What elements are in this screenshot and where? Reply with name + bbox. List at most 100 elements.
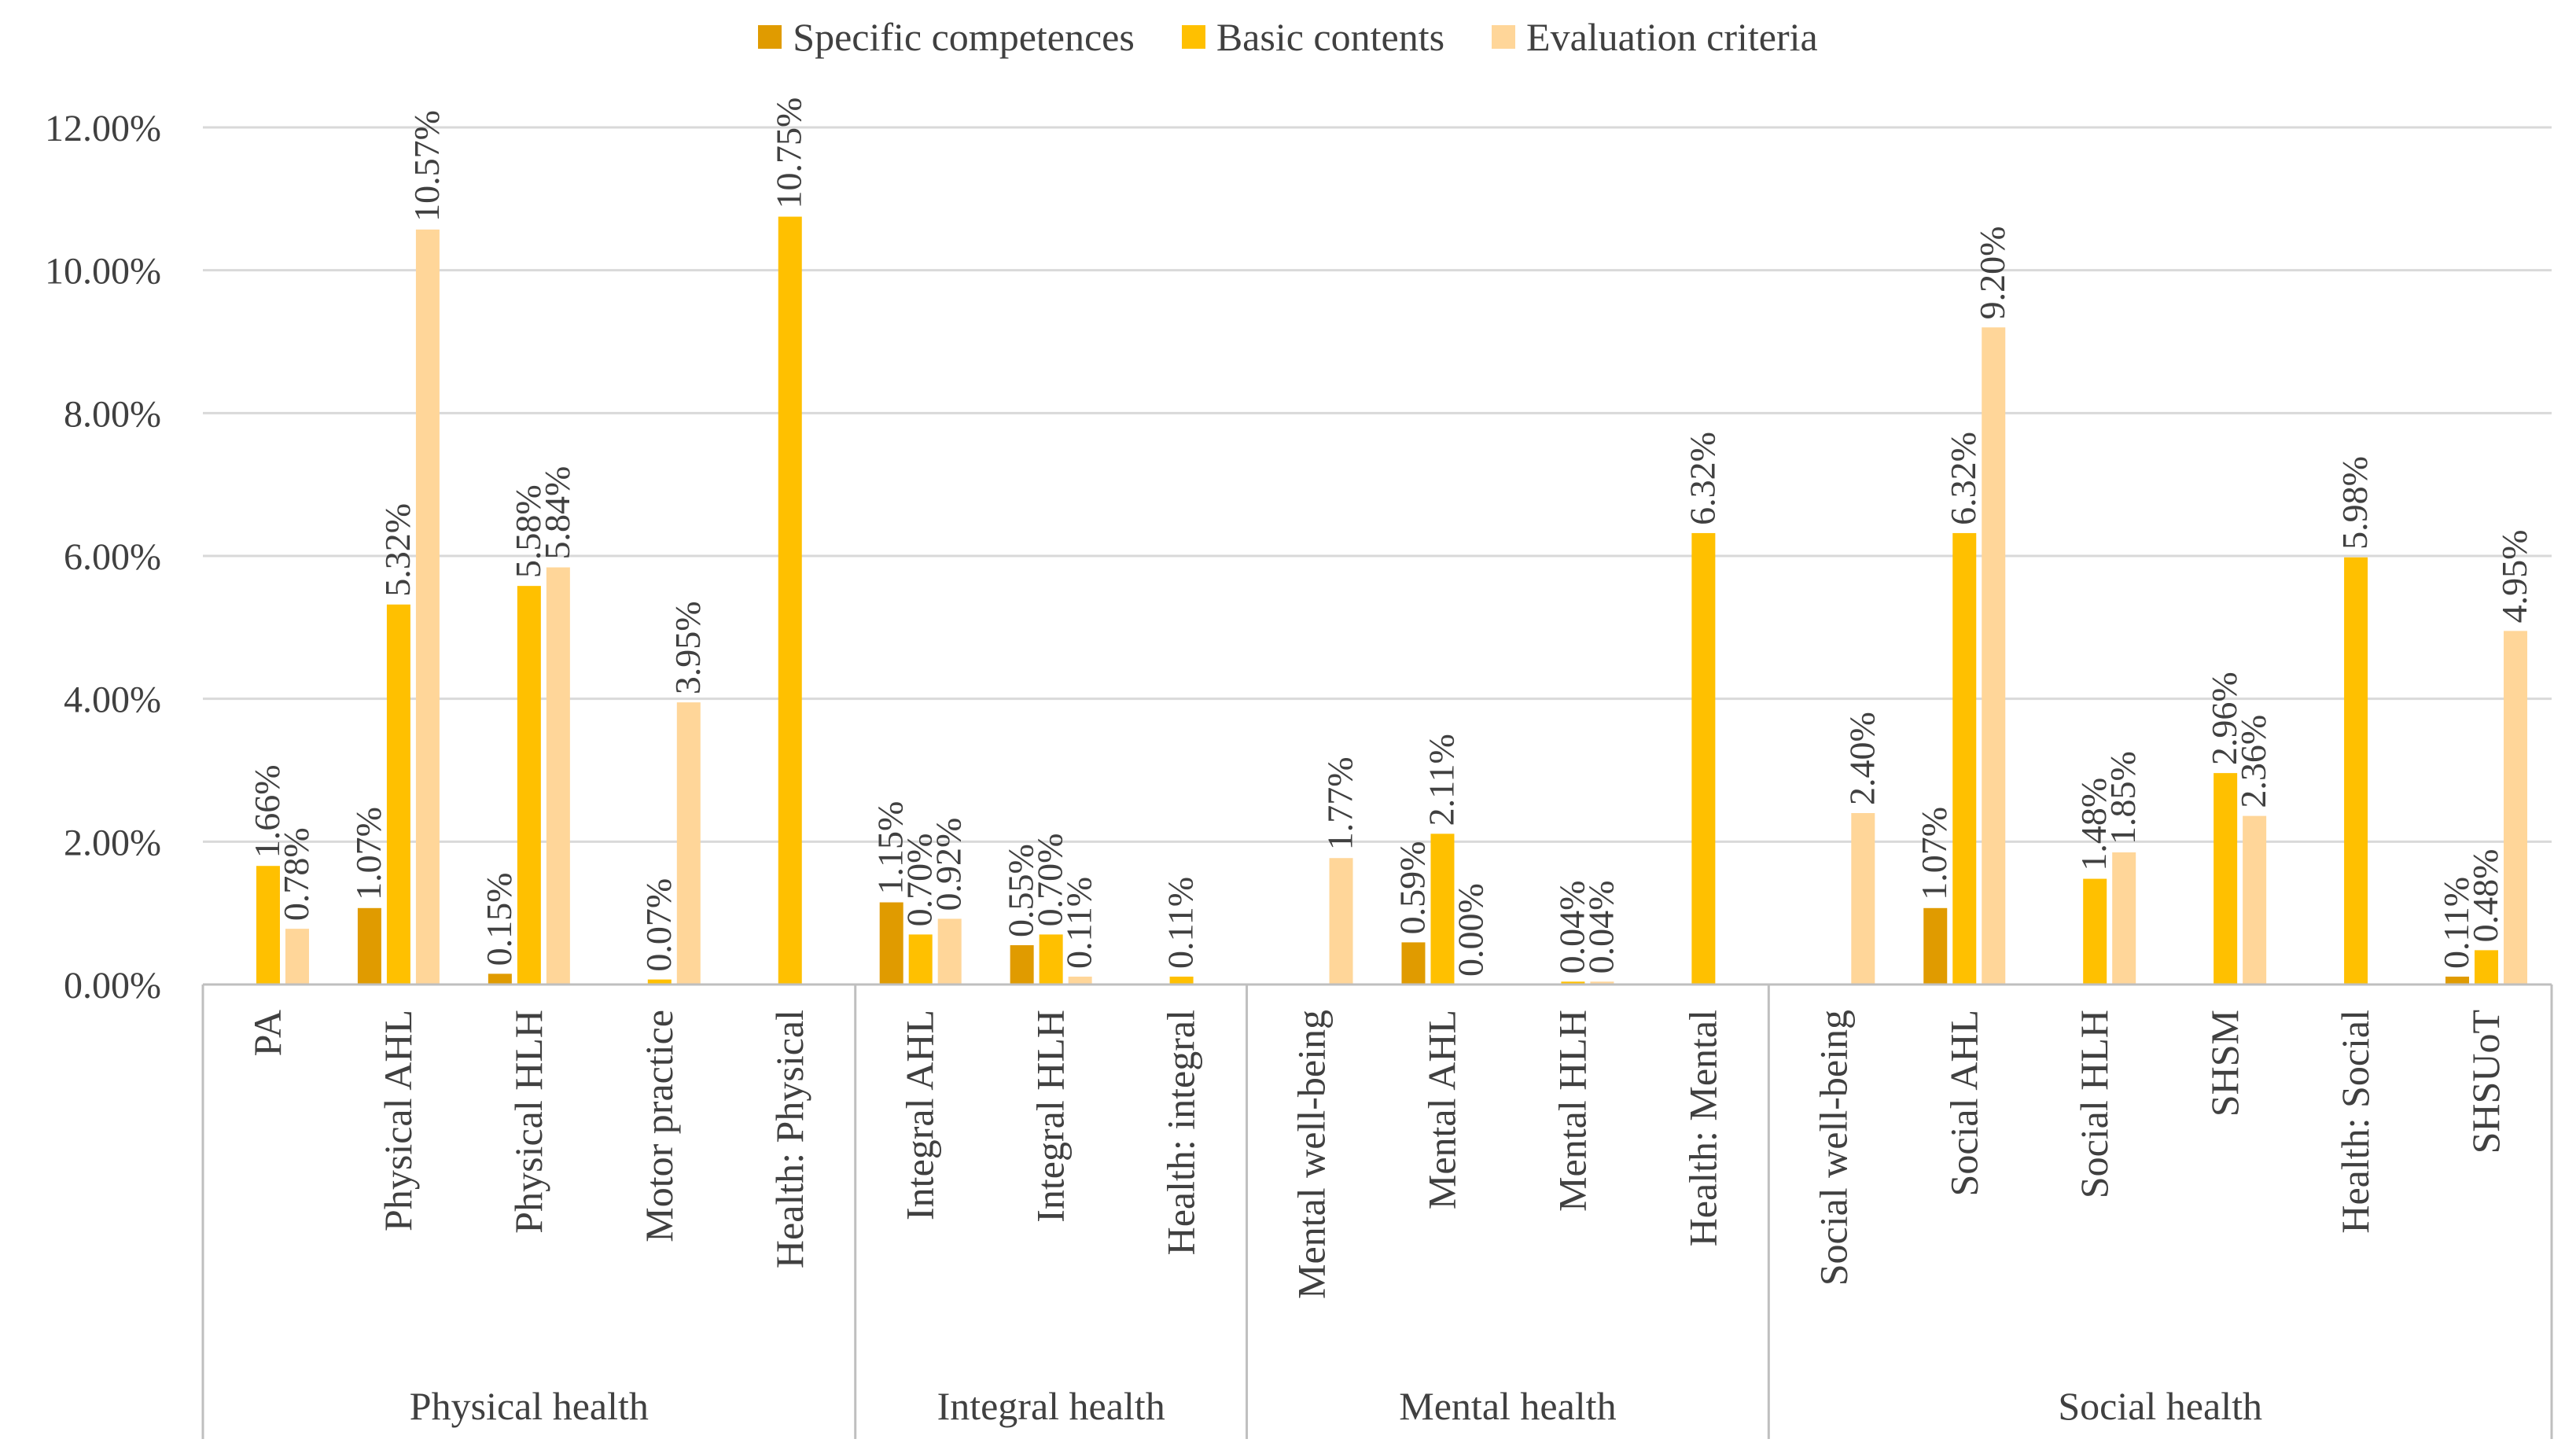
legend-label-evaluation-criteria: Evaluation criteria [1526, 15, 1818, 59]
x-tick-label: Mental well-being [1290, 1010, 1334, 1299]
data-label: 0.11% [1161, 877, 1201, 969]
bar-basic-contents [2344, 557, 2368, 984]
y-tick-label: 12.00% [45, 108, 161, 149]
bar-specific-competences [1010, 945, 1034, 984]
bar-evaluation-criteria [1590, 981, 1614, 984]
bar-evaluation-criteria [2112, 852, 2136, 984]
data-label: 0.59% [1392, 841, 1432, 935]
legend-swatch-specific-competences [758, 25, 782, 49]
bar-basic-contents [908, 934, 933, 984]
legend-item-evaluation-criteria: Evaluation criteria [1492, 14, 1818, 60]
data-label: 2.40% [1842, 712, 1882, 805]
x-tick-label: Mental HLH [1550, 1010, 1594, 1212]
x-tick-label: Physical HLH [506, 1010, 550, 1234]
x-tick-label: Physical AHL [376, 1010, 420, 1231]
legend-item-basic-contents: Basic contents [1181, 14, 1445, 60]
group-label: Mental health [1399, 1384, 1616, 1428]
x-tick-label: PA [245, 1010, 289, 1056]
group-label: Integral health [937, 1384, 1165, 1428]
bar-basic-contents [1691, 532, 1716, 984]
legend-swatch-basic-contents [1181, 25, 1205, 49]
legend-label-basic-contents: Basic contents [1216, 15, 1445, 59]
y-tick-label: 2.00% [64, 822, 161, 863]
x-tick-label: SHSUoT [2464, 1010, 2508, 1154]
data-label: 2.36% [2233, 715, 2273, 808]
bar-basic-contents [647, 979, 672, 984]
data-label: 10.75% [769, 98, 809, 209]
bar-specific-competences [2445, 977, 2470, 984]
data-label: 0.70% [900, 834, 940, 927]
data-label: 1.15% [870, 801, 911, 895]
legend: Specific competences Basic contents Eval… [0, 14, 2576, 60]
bar-basic-contents [1430, 834, 1455, 984]
bar-specific-competences [1401, 942, 1426, 984]
data-label: 1.77% [1320, 756, 1360, 850]
bar-specific-competences [1923, 907, 1948, 984]
data-label: 5.84% [537, 466, 577, 560]
bar-evaluation-criteria [2243, 815, 2267, 984]
data-label: 6.32% [1682, 432, 1722, 525]
bar-evaluation-criteria [546, 567, 570, 984]
legend-item-specific-competences: Specific competences [758, 14, 1135, 60]
data-label: 0.15% [479, 873, 519, 966]
group-label: Social health [2058, 1384, 2262, 1428]
data-label: 0.11% [2436, 877, 2476, 969]
bar-evaluation-criteria [1329, 858, 1353, 984]
bar-evaluation-criteria [1851, 813, 1875, 984]
data-label: 10.57% [407, 110, 447, 222]
x-tick-label: Integral AHL [898, 1010, 942, 1220]
y-tick-label: 4.00% [64, 679, 161, 721]
x-tick-label: Health: integral [1159, 1010, 1203, 1255]
bar-evaluation-criteria [285, 929, 309, 984]
data-label: 2.96% [2204, 672, 2244, 765]
data-label: 5.58% [508, 484, 548, 578]
bar-specific-competences [879, 902, 903, 984]
data-label: 5.32% [377, 503, 418, 597]
x-tick-label: Health: Physical [767, 1010, 811, 1268]
bar-evaluation-criteria [415, 229, 440, 984]
bar-basic-contents [2475, 950, 2499, 984]
data-label: 1.66% [247, 764, 287, 858]
bar-basic-contents [517, 586, 541, 984]
y-tick-label: 0.00% [64, 965, 161, 1007]
x-tick-label: SHSM [2202, 1010, 2247, 1117]
bar-basic-contents [2214, 773, 2238, 984]
x-tick-label: Mental AHL [1419, 1010, 1463, 1209]
y-tick-label: 8.00% [64, 393, 161, 435]
x-tick-label: Health: Social [2333, 1010, 2377, 1234]
y-tick-label: 6.00% [64, 536, 161, 578]
x-tick-label: Social well-being [1811, 1010, 1855, 1286]
data-label: 1.85% [2103, 751, 2143, 845]
bar-basic-contents [256, 866, 280, 984]
x-tick-label: Integral HLH [1029, 1010, 1073, 1223]
data-label: 2.11% [1421, 734, 1461, 826]
data-label: 0.04% [1581, 881, 1621, 974]
data-label: 0.70% [1030, 834, 1070, 927]
group-label: Physical health [410, 1384, 649, 1428]
bar-evaluation-criteria [1982, 327, 2006, 984]
data-label: 1.48% [2074, 778, 2114, 871]
bar-basic-contents [1561, 981, 1585, 984]
legend-swatch-evaluation-criteria [1492, 25, 1516, 49]
bar-evaluation-criteria [937, 918, 962, 984]
legend-label-specific-competences: Specific competences [793, 15, 1135, 59]
data-label: 4.95% [2494, 530, 2534, 624]
x-tick-label: Health: Mental [1680, 1010, 1724, 1246]
bar-evaluation-criteria [1068, 977, 1092, 984]
bar-basic-contents [2083, 878, 2107, 984]
x-tick-label: Motor practice [637, 1010, 681, 1242]
y-tick-label: 10.00% [45, 251, 161, 293]
data-label: 0.04% [1551, 881, 1592, 974]
data-label: 1.07% [348, 807, 388, 900]
bar-evaluation-criteria [676, 702, 701, 984]
bar-basic-contents [1039, 934, 1063, 984]
bar-basic-contents [386, 604, 410, 984]
data-label: 0.78% [276, 827, 316, 921]
bar-basic-contents [1952, 532, 1977, 984]
data-label: 5.98% [2335, 456, 2375, 550]
data-label: 0.55% [1001, 844, 1041, 937]
x-tick-label: Social HLH [2072, 1010, 2116, 1198]
x-tick-label: Social AHL [1941, 1010, 1985, 1196]
data-label: 6.32% [1943, 432, 1983, 525]
